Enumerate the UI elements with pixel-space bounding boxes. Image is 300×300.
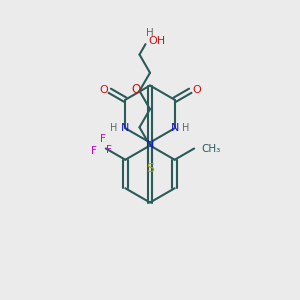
Text: F: F — [91, 146, 97, 156]
Text: N: N — [146, 140, 154, 151]
Text: H: H — [110, 123, 118, 133]
Text: OH: OH — [148, 36, 165, 46]
Text: O: O — [192, 85, 201, 95]
Text: N: N — [170, 123, 179, 133]
Text: F: F — [106, 145, 112, 155]
Text: H: H — [182, 123, 190, 133]
Text: S: S — [146, 162, 154, 175]
Text: O: O — [99, 85, 108, 95]
Text: F: F — [100, 134, 106, 144]
Text: N: N — [121, 123, 130, 133]
Text: H: H — [146, 28, 154, 38]
Text: O: O — [131, 82, 140, 96]
Text: CH₃: CH₃ — [201, 143, 220, 154]
